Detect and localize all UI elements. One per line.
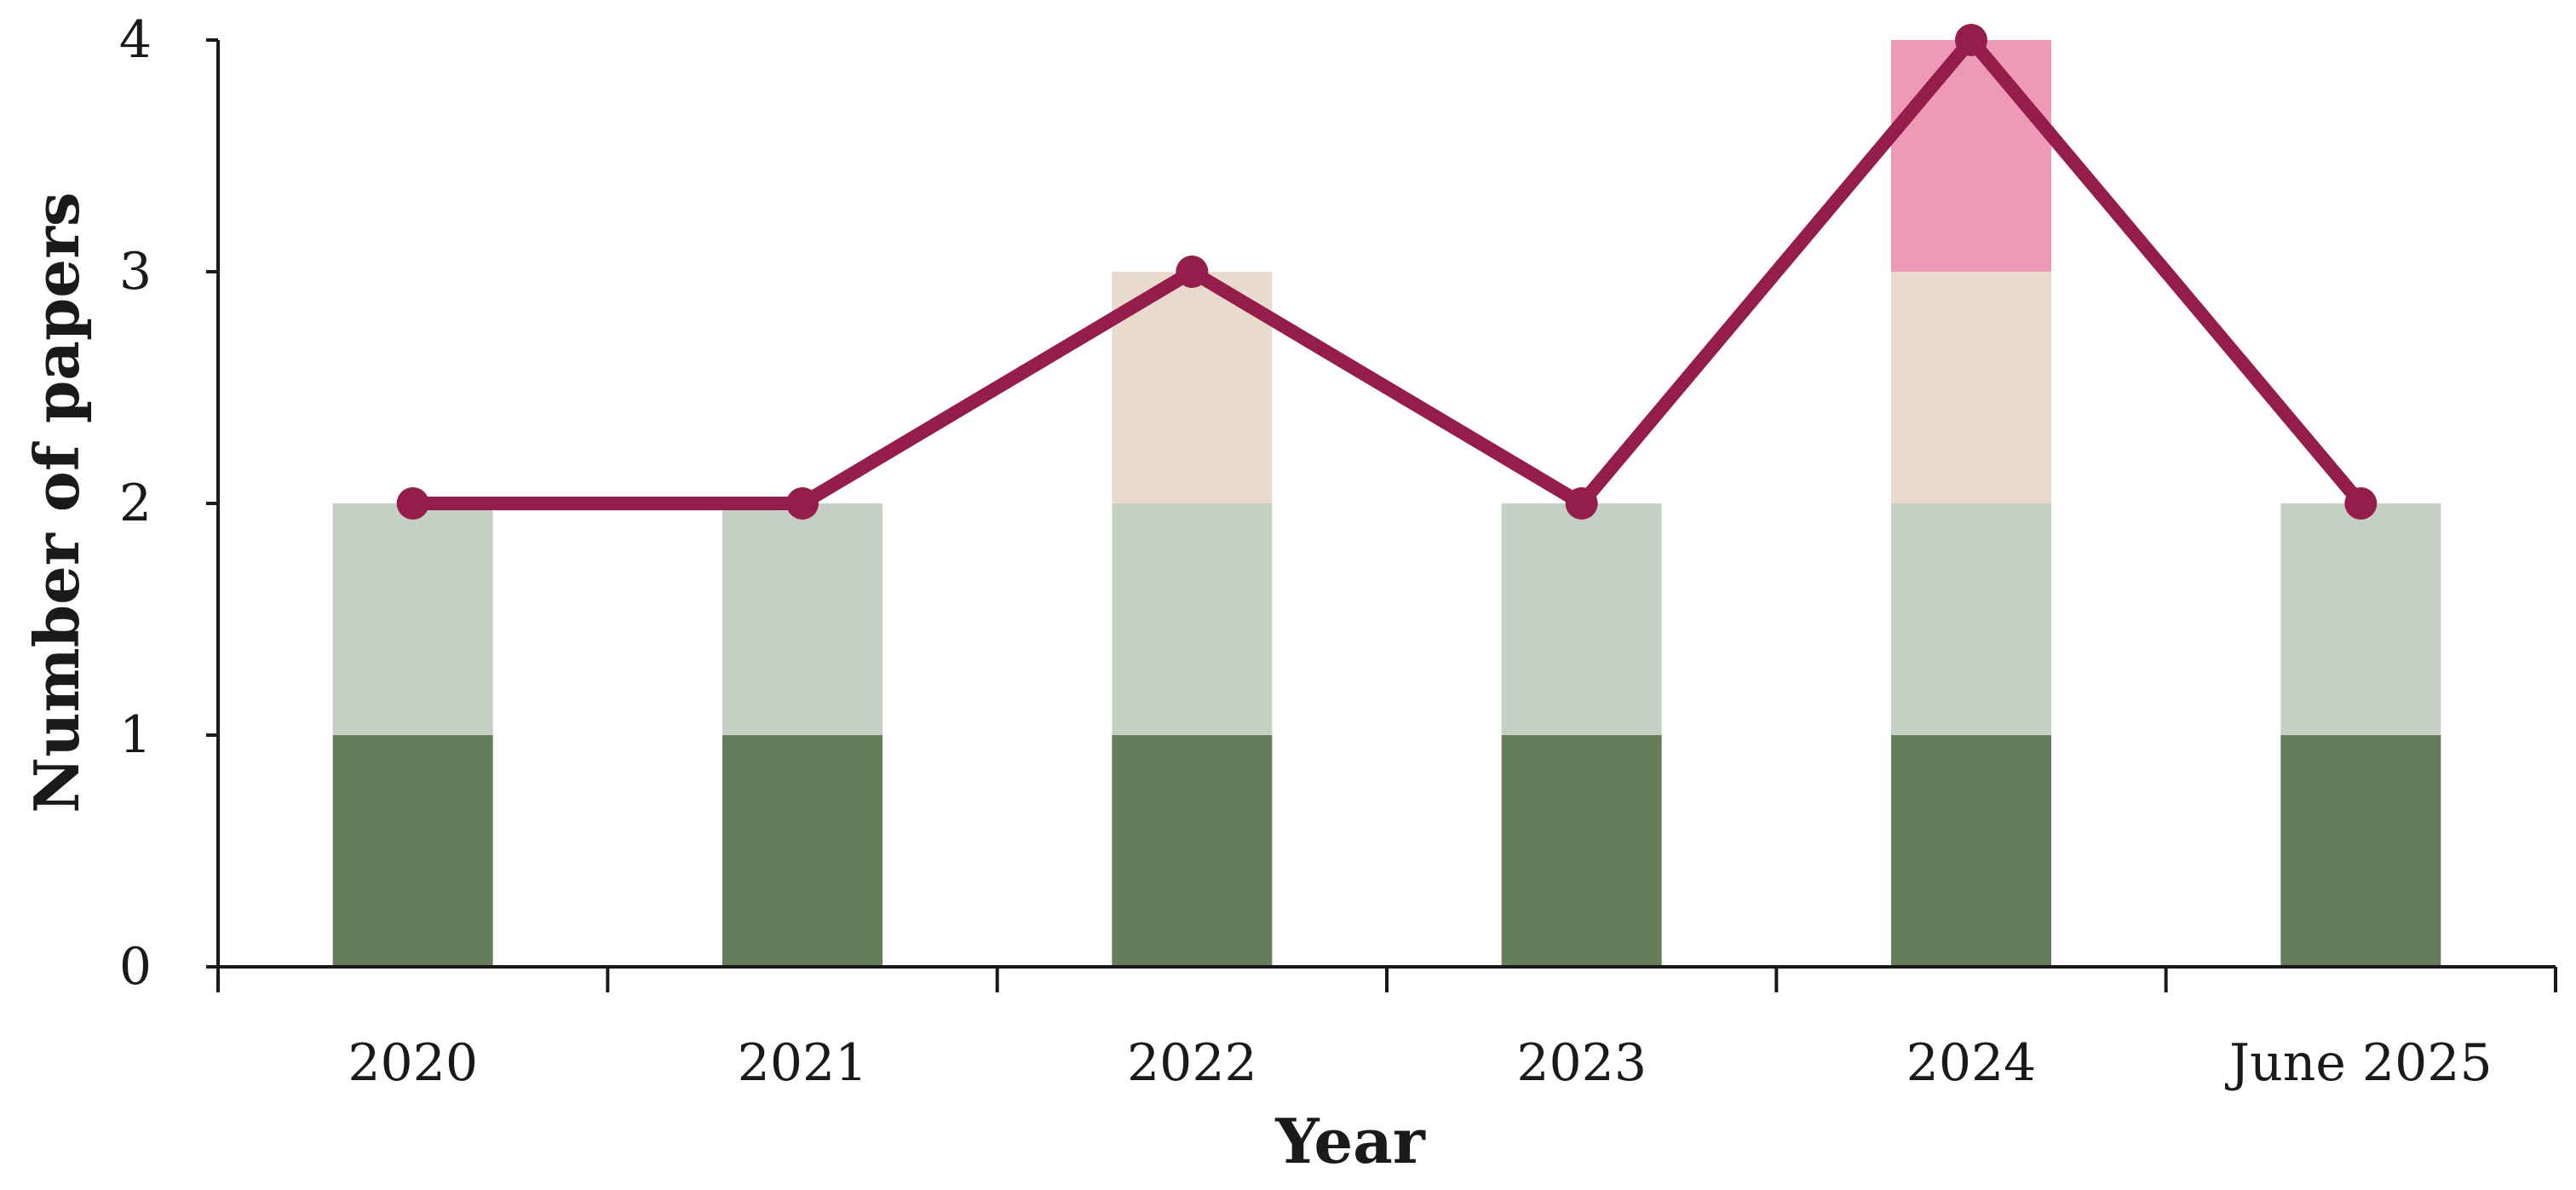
- x-tick-label: 2021: [738, 1033, 868, 1093]
- bar-segment: [722, 735, 883, 967]
- bar-segment: [2280, 503, 2441, 735]
- bar-segment: [1112, 735, 1273, 967]
- y-axis-title: Number of papers: [20, 192, 93, 813]
- y-tick-label: 3: [119, 242, 152, 302]
- line-point: [2344, 487, 2378, 520]
- line-point: [1565, 487, 1598, 520]
- bar-segment: [1501, 735, 1662, 967]
- y-tick-label: 2: [119, 474, 152, 533]
- bar-segment: [332, 735, 493, 967]
- x-tick-label: 2024: [1906, 1033, 2037, 1093]
- y-tick-label: 0: [119, 937, 152, 997]
- bar-segment: [1891, 503, 2051, 735]
- series-line: [405, 29, 2368, 513]
- x-axis-title: Year: [1274, 1105, 1426, 1177]
- bar-segment: [722, 503, 883, 735]
- bar-segment: [1891, 272, 2051, 503]
- bar-segment: [332, 503, 493, 735]
- line-point: [396, 487, 429, 520]
- y-tick-label: 1: [119, 705, 152, 765]
- bar-segment: [2280, 735, 2441, 967]
- bar-segment: [1891, 40, 2051, 272]
- line-point: [1176, 256, 1209, 288]
- x-tick-label: 2022: [1127, 1033, 1257, 1093]
- bar-segment: [1501, 503, 1662, 735]
- y-tick-label: 4: [119, 10, 152, 70]
- x-tick-label: 2023: [1516, 1033, 1647, 1093]
- bar-segment: [1112, 503, 1273, 735]
- x-tick-label: June 2025: [2224, 1033, 2493, 1093]
- line-point: [1955, 24, 1987, 56]
- line-point: [786, 487, 819, 520]
- bar-segment: [1891, 735, 2051, 967]
- x-tick-label: 2020: [348, 1033, 478, 1093]
